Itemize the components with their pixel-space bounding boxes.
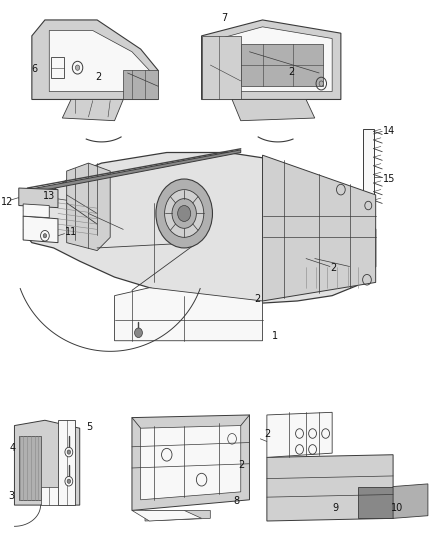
Polygon shape [267, 455, 393, 521]
Text: 1: 1 [272, 332, 278, 342]
Text: 10: 10 [391, 503, 403, 513]
Text: 2: 2 [330, 263, 337, 272]
Polygon shape [393, 484, 428, 519]
Text: 3: 3 [8, 490, 14, 500]
Circle shape [75, 65, 80, 70]
Polygon shape [262, 155, 376, 301]
Text: 6: 6 [31, 64, 37, 74]
Polygon shape [19, 436, 41, 500]
Polygon shape [363, 128, 374, 203]
Polygon shape [132, 415, 250, 511]
Polygon shape [49, 30, 149, 92]
Text: 9: 9 [332, 503, 338, 513]
Circle shape [319, 81, 323, 86]
Text: 13: 13 [43, 191, 55, 201]
Polygon shape [28, 152, 376, 304]
Circle shape [67, 450, 71, 454]
Text: 2: 2 [95, 71, 101, 82]
Polygon shape [32, 20, 158, 100]
Text: 2: 2 [289, 67, 295, 77]
Text: 15: 15 [383, 174, 395, 184]
Circle shape [134, 328, 142, 337]
Polygon shape [210, 27, 332, 92]
Text: 12: 12 [1, 197, 14, 207]
Circle shape [65, 447, 73, 457]
Polygon shape [141, 425, 241, 500]
Polygon shape [67, 163, 110, 251]
Polygon shape [115, 288, 262, 341]
Circle shape [67, 479, 71, 483]
Text: 4: 4 [9, 443, 15, 453]
Text: 8: 8 [234, 496, 240, 506]
Polygon shape [267, 413, 332, 457]
Text: 5: 5 [86, 422, 92, 432]
Polygon shape [132, 511, 201, 521]
Polygon shape [28, 150, 241, 193]
Polygon shape [315, 221, 367, 237]
Polygon shape [315, 243, 367, 266]
Polygon shape [41, 487, 58, 505]
Polygon shape [315, 195, 367, 216]
Polygon shape [62, 100, 123, 120]
Text: 7: 7 [221, 13, 227, 23]
Polygon shape [51, 57, 64, 78]
Circle shape [178, 206, 191, 221]
Polygon shape [145, 511, 210, 521]
Polygon shape [23, 204, 49, 217]
Text: 2: 2 [239, 461, 245, 470]
Polygon shape [201, 20, 341, 100]
Polygon shape [232, 100, 315, 120]
Polygon shape [58, 420, 75, 505]
Text: 2: 2 [254, 294, 260, 304]
Text: 14: 14 [383, 126, 395, 136]
Polygon shape [201, 36, 241, 100]
Text: 11: 11 [65, 227, 78, 237]
Circle shape [172, 199, 196, 228]
Circle shape [156, 179, 212, 248]
Polygon shape [14, 420, 80, 505]
Text: 2: 2 [265, 429, 271, 439]
Circle shape [43, 233, 47, 238]
Circle shape [165, 190, 204, 237]
Polygon shape [19, 188, 58, 208]
Polygon shape [123, 70, 158, 100]
Polygon shape [358, 487, 393, 519]
Polygon shape [23, 216, 58, 243]
Circle shape [65, 477, 73, 486]
Polygon shape [241, 44, 323, 86]
